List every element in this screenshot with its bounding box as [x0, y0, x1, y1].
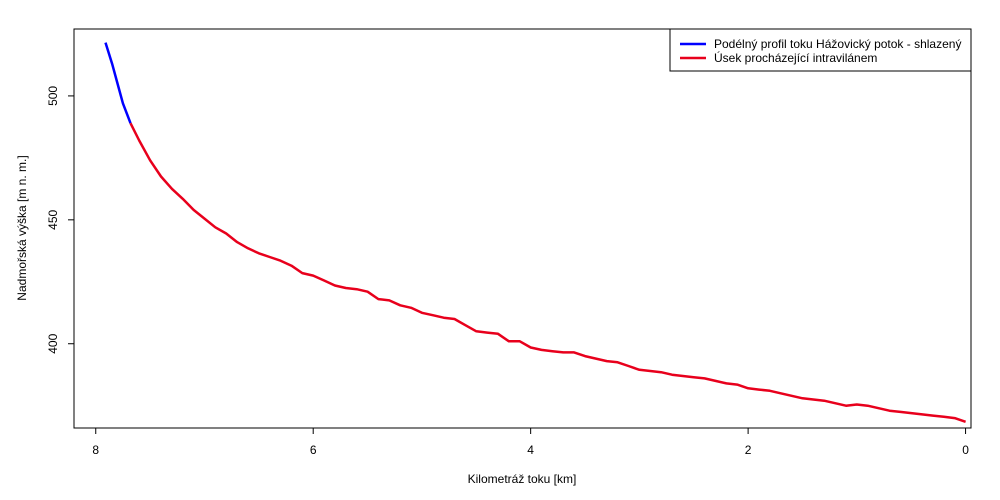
y-tick-label: 500 [46, 86, 60, 106]
x-axis-ticks: 8 6 4 2 0 [92, 428, 969, 457]
series-line-1 [104, 42, 132, 124]
series-line-2 [129, 122, 967, 423]
legend-box [669, 28, 972, 72]
x-tick-label: 8 [92, 443, 99, 457]
y-tick-label: 450 [46, 209, 60, 229]
y-axis-title: Nadmořská výška [m n. m.] [15, 155, 29, 300]
x-tick-label: 0 [962, 443, 969, 457]
legend: Podélný profil toku Hážovický potok - sh… [669, 28, 972, 72]
legend-label-series-1: Podélný profil toku Hážovický potok - sh… [714, 37, 961, 51]
x-tick-label: 6 [310, 443, 317, 457]
x-tick-label: 4 [527, 443, 534, 457]
x-tick-label: 2 [745, 443, 752, 457]
series-layer [104, 42, 967, 423]
plot-frame [73, 28, 972, 429]
legend-label-series-2: Úsek procházející intravilánem [714, 50, 877, 65]
y-tick-label: 400 [46, 333, 60, 353]
y-axis-ticks: 400 450 500 [46, 86, 74, 354]
x-axis-title: Kilometráž toku [km] [468, 472, 577, 486]
